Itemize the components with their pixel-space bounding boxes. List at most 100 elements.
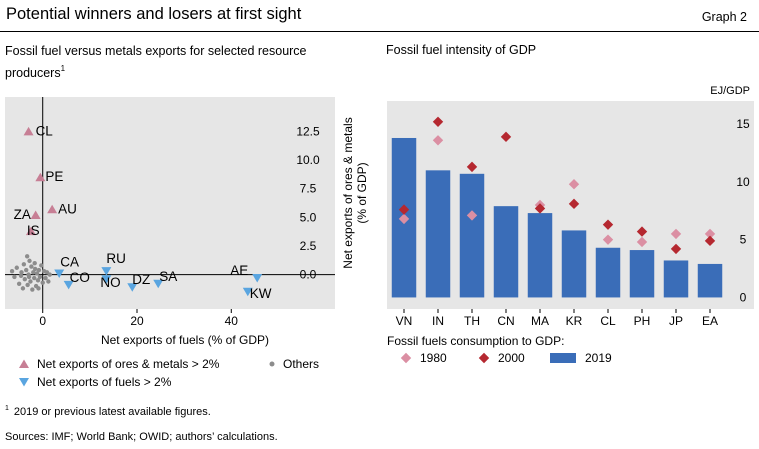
bar-x-tick-label: MA bbox=[531, 314, 549, 328]
scatter-point-other bbox=[32, 260, 37, 266]
bar-legend-title: Fossil fuels consumption to GDP: bbox=[387, 334, 564, 348]
scatter-point-other bbox=[36, 286, 41, 291]
scatter-y-tick-label: 0.0 bbox=[300, 268, 317, 282]
marker-1980 bbox=[568, 179, 580, 190]
scatter-point-other bbox=[18, 273, 24, 278]
scatter-point-label: AE bbox=[230, 263, 248, 278]
scatter-point-label: PE bbox=[45, 169, 63, 184]
legend-label-2000: 2000 bbox=[498, 351, 525, 365]
scatter-point-label: CL bbox=[36, 123, 54, 138]
scatter-point-other bbox=[28, 279, 33, 284]
scatter-point-other bbox=[16, 281, 22, 286]
scatter-point-other bbox=[34, 271, 40, 276]
bar-x-tick-label: KR bbox=[566, 314, 583, 328]
scatter-y-tick-label: 2.5 bbox=[300, 239, 317, 253]
bar-x-tick-label: VN bbox=[396, 314, 413, 328]
legend-marker-others bbox=[269, 361, 275, 367]
scatter-y-tick-label: 12.5 bbox=[296, 124, 320, 138]
bar-2019 bbox=[697, 263, 723, 298]
legend-marker-2000 bbox=[478, 352, 490, 364]
scatter-point-label: SA bbox=[159, 269, 177, 284]
scatter-point-other bbox=[29, 264, 34, 269]
legend-marker-2019 bbox=[550, 353, 576, 363]
bar-2019 bbox=[663, 260, 689, 298]
left-subtitle-text: Fossil fuel versus metals exports for se… bbox=[5, 44, 307, 80]
scatter-point-fuels bbox=[242, 287, 253, 297]
bar-x-tick-label: CL bbox=[600, 314, 616, 328]
bar-2019 bbox=[425, 170, 451, 298]
scatter-point-fuels bbox=[54, 269, 65, 278]
bar-y-tick-label: 10 bbox=[736, 175, 750, 189]
marker-2000 bbox=[432, 116, 444, 127]
scatter-point-fuels bbox=[101, 267, 112, 276]
bar-y-tick-label: 15 bbox=[736, 117, 750, 131]
scatter-point-fuels bbox=[101, 275, 112, 284]
bar-2019 bbox=[527, 213, 553, 298]
footnote: 1 2019 or previous latest available figur… bbox=[5, 405, 211, 418]
scatter-point-metals bbox=[25, 226, 36, 236]
marker-1980 bbox=[432, 135, 444, 146]
scatter-point-label: IS bbox=[27, 223, 40, 238]
bar-x-tick-label: IN bbox=[432, 314, 444, 328]
footnote-marker: 1 bbox=[5, 405, 9, 412]
scatter-x-axis-title: Net exports of fuels (% of GDP) bbox=[101, 333, 269, 347]
scatter-y-tick-label: 7.5 bbox=[300, 182, 317, 196]
scatter-point-other bbox=[9, 268, 15, 274]
scatter-point-other bbox=[22, 277, 27, 282]
marker-2000 bbox=[704, 235, 716, 247]
scatter-point-other bbox=[14, 265, 19, 270]
scatter-point-other bbox=[12, 274, 17, 280]
bar-x-tick-label: JP bbox=[669, 314, 683, 328]
bar-x-tick-label: PH bbox=[634, 314, 651, 328]
marker-2000 bbox=[670, 243, 682, 255]
legend-marker-metals bbox=[19, 359, 29, 368]
scatter-point-fuels bbox=[63, 280, 74, 290]
marker-2000 bbox=[500, 131, 512, 143]
marker-1980 bbox=[602, 234, 614, 245]
scatter-x-tick-label: 40 bbox=[225, 314, 239, 328]
right-panel-subtitle: Fossil fuel intensity of GDP bbox=[386, 43, 537, 57]
scatter-point-other bbox=[37, 274, 43, 280]
scatter-point-label: CA bbox=[60, 254, 79, 269]
legend-marker-1980 bbox=[400, 352, 412, 364]
graph-label: Graph 2 bbox=[701, 10, 747, 24]
scatter-point-other bbox=[20, 286, 26, 291]
title-divider bbox=[0, 31, 759, 32]
marker-1980 bbox=[704, 228, 716, 240]
legend-label-others: Others bbox=[283, 357, 319, 371]
scatter-point-other bbox=[24, 267, 29, 273]
scatter-y-tick-label: 10.0 bbox=[296, 153, 320, 167]
scatter-y-tick-label: 5.0 bbox=[300, 210, 317, 224]
scatter-y-axis-title: Net exports of ores & metals(% of GDP) bbox=[341, 117, 369, 268]
legend-label-2019: 2019 bbox=[585, 351, 612, 365]
legend-label-fuels: Net exports of fuels > 2% bbox=[37, 375, 172, 389]
legend-marker-fuels bbox=[19, 378, 29, 387]
bar-2019 bbox=[595, 247, 621, 298]
scatter-y-axis-title-line: Net exports of ores & metals bbox=[341, 117, 355, 268]
scatter-point-label: CO bbox=[70, 270, 90, 285]
sources-note: Sources: IMF; World Bank; OWID; authors’… bbox=[5, 431, 278, 443]
scatter-point-other bbox=[26, 274, 32, 280]
scatter-point-other bbox=[40, 280, 45, 285]
scatter-point-fuels bbox=[153, 279, 164, 289]
marker-2000 bbox=[466, 161, 478, 173]
scatter-point-label: NO bbox=[100, 275, 120, 290]
scatter-point-fuels bbox=[252, 274, 263, 283]
scatter-x-tick-label: 20 bbox=[130, 314, 144, 328]
scatter-point-other bbox=[24, 254, 30, 259]
scatter-point-label: ZA bbox=[14, 207, 31, 222]
bar-2019 bbox=[493, 206, 519, 298]
scatter-point-other bbox=[27, 258, 32, 264]
marker-1980 bbox=[636, 236, 648, 248]
legend-label-1980: 1980 bbox=[420, 351, 447, 365]
marker-1980 bbox=[398, 213, 410, 225]
bar-2019 bbox=[561, 230, 587, 298]
scatter-point-other bbox=[31, 270, 36, 275]
page-title: Potential winners and losers at first si… bbox=[6, 5, 302, 23]
scatter-point-other bbox=[35, 278, 41, 283]
scatter-point-label: KW bbox=[250, 286, 272, 301]
bar-x-tick-label: CN bbox=[497, 314, 514, 328]
scatter-point-other bbox=[47, 272, 52, 277]
scatter-point-other bbox=[21, 262, 27, 267]
bar-y-tick-label: 5 bbox=[740, 233, 747, 247]
